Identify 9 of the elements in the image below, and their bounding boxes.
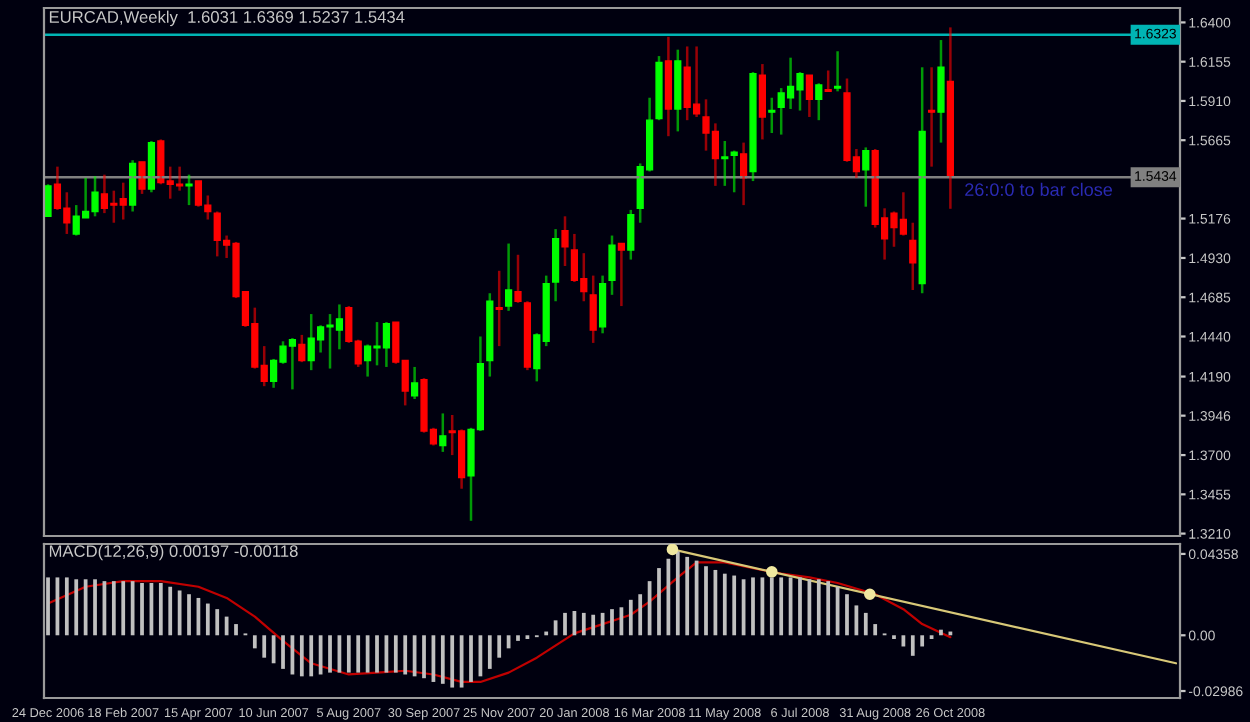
chart-title: MACD(12,26,9) 0.00197 -0.00118 <box>49 544 298 561</box>
candlestick <box>44 183 52 218</box>
point <box>666 544 679 556</box>
chart-title: EURCAD,Weekly 1.6031 1.6369 1.5237 1.5434 <box>49 10 405 27</box>
point <box>766 566 778 578</box>
point <box>864 588 876 600</box>
annotation: 26:0:0 to bar close <box>965 182 1113 197</box>
candlestick <box>194 179 203 208</box>
line-series <box>46 561 952 684</box>
